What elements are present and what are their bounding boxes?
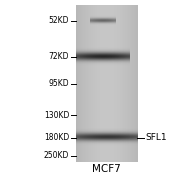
Text: 95KD: 95KD (49, 79, 69, 88)
Text: 250KD: 250KD (44, 151, 69, 160)
Text: 180KD: 180KD (44, 133, 69, 142)
Text: 130KD: 130KD (44, 111, 69, 120)
Text: 52KD: 52KD (49, 16, 69, 25)
Text: 72KD: 72KD (49, 52, 69, 61)
Text: SFL1: SFL1 (146, 133, 167, 142)
Text: MCF7: MCF7 (92, 164, 121, 174)
